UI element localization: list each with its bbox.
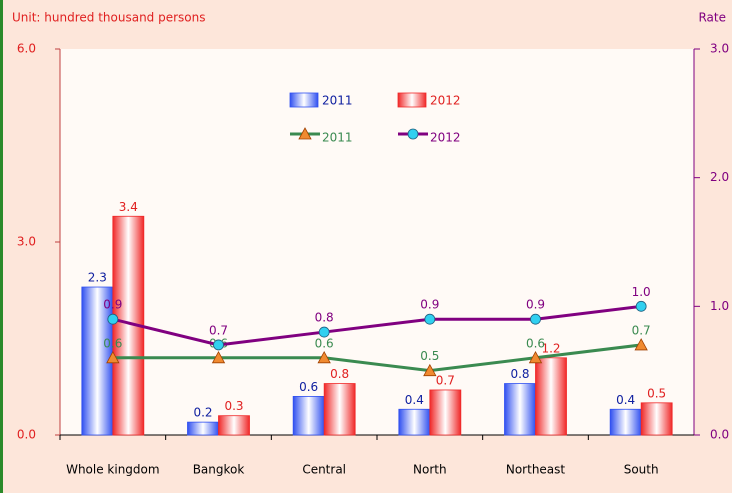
- bar-value-label: 0.8: [330, 367, 349, 381]
- line-value-label: 0.9: [103, 298, 122, 312]
- line-marker: [530, 313, 541, 325]
- x-tick-label: North: [413, 463, 447, 477]
- legend-marker: [298, 127, 312, 140]
- bar: [187, 421, 219, 436]
- right-axis-unit: Rate: [698, 11, 726, 25]
- line-marker: [423, 363, 437, 377]
- bar: [429, 389, 462, 436]
- bar: [609, 408, 642, 436]
- line: [112, 304, 642, 347]
- bar: [504, 383, 536, 436]
- bar: [535, 357, 567, 436]
- y-tick-label: 3.0: [17, 235, 36, 249]
- bar-value-label: 0.4: [616, 393, 635, 407]
- left-axis-unit: Unit: hundred thousand persons: [12, 11, 206, 25]
- legend-label: 2012: [430, 94, 461, 108]
- legend-marker: [407, 128, 419, 140]
- y-tick-label: 0.0: [17, 428, 36, 442]
- bar-value-label: 0.6: [299, 380, 318, 394]
- legend-swatch: [397, 92, 427, 108]
- bar-value-label: 3.4: [119, 200, 138, 214]
- line-marker: [317, 350, 331, 364]
- bar-value-label: 0.5: [647, 386, 666, 400]
- x-tick-label: South: [624, 463, 659, 477]
- line-value-label: 0.7: [632, 323, 651, 337]
- legend-label: 2011: [322, 131, 353, 145]
- bar: [640, 402, 673, 436]
- plot-area: [60, 49, 694, 435]
- x-tick-label: Whole kingdom: [66, 463, 160, 477]
- bar-value-label: 0.2: [193, 406, 212, 420]
- line-marker: [107, 313, 119, 325]
- bar-value-label: 0.4: [405, 393, 424, 407]
- line-marker: [634, 338, 648, 351]
- line-value-label: 0.8: [315, 311, 334, 325]
- bar: [292, 395, 325, 436]
- line-value-label: 0.9: [526, 298, 545, 312]
- x-tick-label: Northeast: [506, 463, 566, 477]
- bar: [218, 415, 250, 436]
- line-value-label: 0.6: [526, 336, 545, 350]
- line-marker: [213, 339, 224, 351]
- line-value-label: 1.0: [632, 285, 651, 299]
- y-tick-label: 6.0: [17, 42, 36, 56]
- y2-tick-label: 1.0: [710, 299, 729, 313]
- legend-label: 2012: [430, 131, 461, 145]
- line-marker: [211, 350, 226, 364]
- y2-tick-label: 3.0: [710, 42, 729, 56]
- x-tick-label: Central: [302, 463, 346, 477]
- line-marker: [635, 300, 647, 312]
- line-value-label: 0.6: [103, 336, 122, 350]
- left-border: [0, 0, 3, 493]
- bar-value-label: 0.8: [510, 367, 529, 381]
- bar-value-label: 2.3: [88, 271, 107, 285]
- line: [112, 343, 642, 373]
- bar-value-label: 0.3: [224, 399, 243, 413]
- line-value-label: 0.9: [420, 298, 439, 312]
- line-marker: [318, 326, 330, 338]
- bar-value-label: 1.2: [541, 341, 560, 355]
- y2-tick-label: 2.0: [710, 170, 729, 184]
- bar: [323, 383, 356, 436]
- line-value-label: 0.6: [315, 336, 334, 350]
- legend-swatch: [289, 92, 319, 108]
- line-value-label: 0.5: [420, 349, 439, 363]
- bar: [398, 408, 431, 436]
- bar-value-label: 0.7: [436, 373, 455, 387]
- line-marker: [106, 350, 120, 364]
- line-marker: [424, 313, 436, 325]
- y2-tick-label: 0.0: [710, 428, 729, 442]
- line-value-label: 0.7: [209, 323, 228, 337]
- x-tick-label: Bangkok: [193, 463, 245, 477]
- legend-label: 2011: [322, 94, 353, 108]
- line-marker: [528, 350, 543, 364]
